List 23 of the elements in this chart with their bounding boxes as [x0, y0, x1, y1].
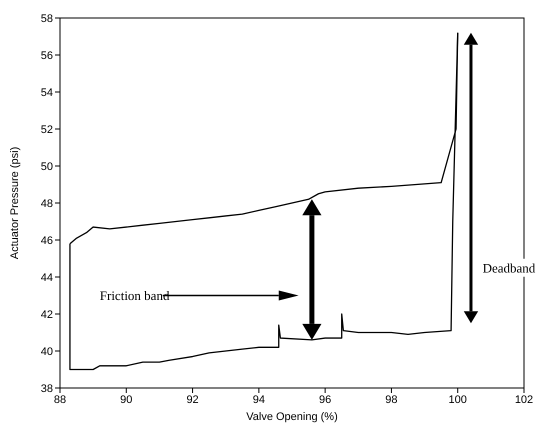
y-tick-label: 52	[40, 124, 53, 136]
annotation: Friction band	[100, 288, 170, 304]
x-tick-label: 92	[186, 394, 199, 406]
y-axis-title: Actuator Pressure (psi)	[8, 146, 21, 260]
x-axis-title: Valve Opening (%)	[246, 411, 338, 423]
annotation: Deadband	[482, 260, 536, 276]
x-tick-label: 102	[514, 394, 534, 406]
x-tick-label: 98	[385, 394, 398, 406]
y-tick-label: 46	[40, 234, 53, 247]
y-tick-label: 38	[40, 382, 53, 395]
x-tick-label: 94	[252, 394, 265, 406]
x-tick-label: 96	[319, 394, 332, 406]
x-tick-label: 88	[54, 394, 66, 406]
y-tick-label: 58	[40, 12, 53, 25]
y-tick-label: 40	[40, 346, 53, 358]
x-tick-label: 100	[448, 394, 467, 406]
y-tick-label: 48	[40, 198, 53, 210]
y-tick-label: 50	[40, 160, 53, 173]
y-tick-label: 56	[40, 50, 53, 62]
y-tick-label: 42	[40, 308, 53, 321]
y-tick-label: 44	[40, 272, 53, 284]
x-tick-label: 90	[120, 394, 132, 406]
y-tick-label: 54	[40, 86, 53, 99]
